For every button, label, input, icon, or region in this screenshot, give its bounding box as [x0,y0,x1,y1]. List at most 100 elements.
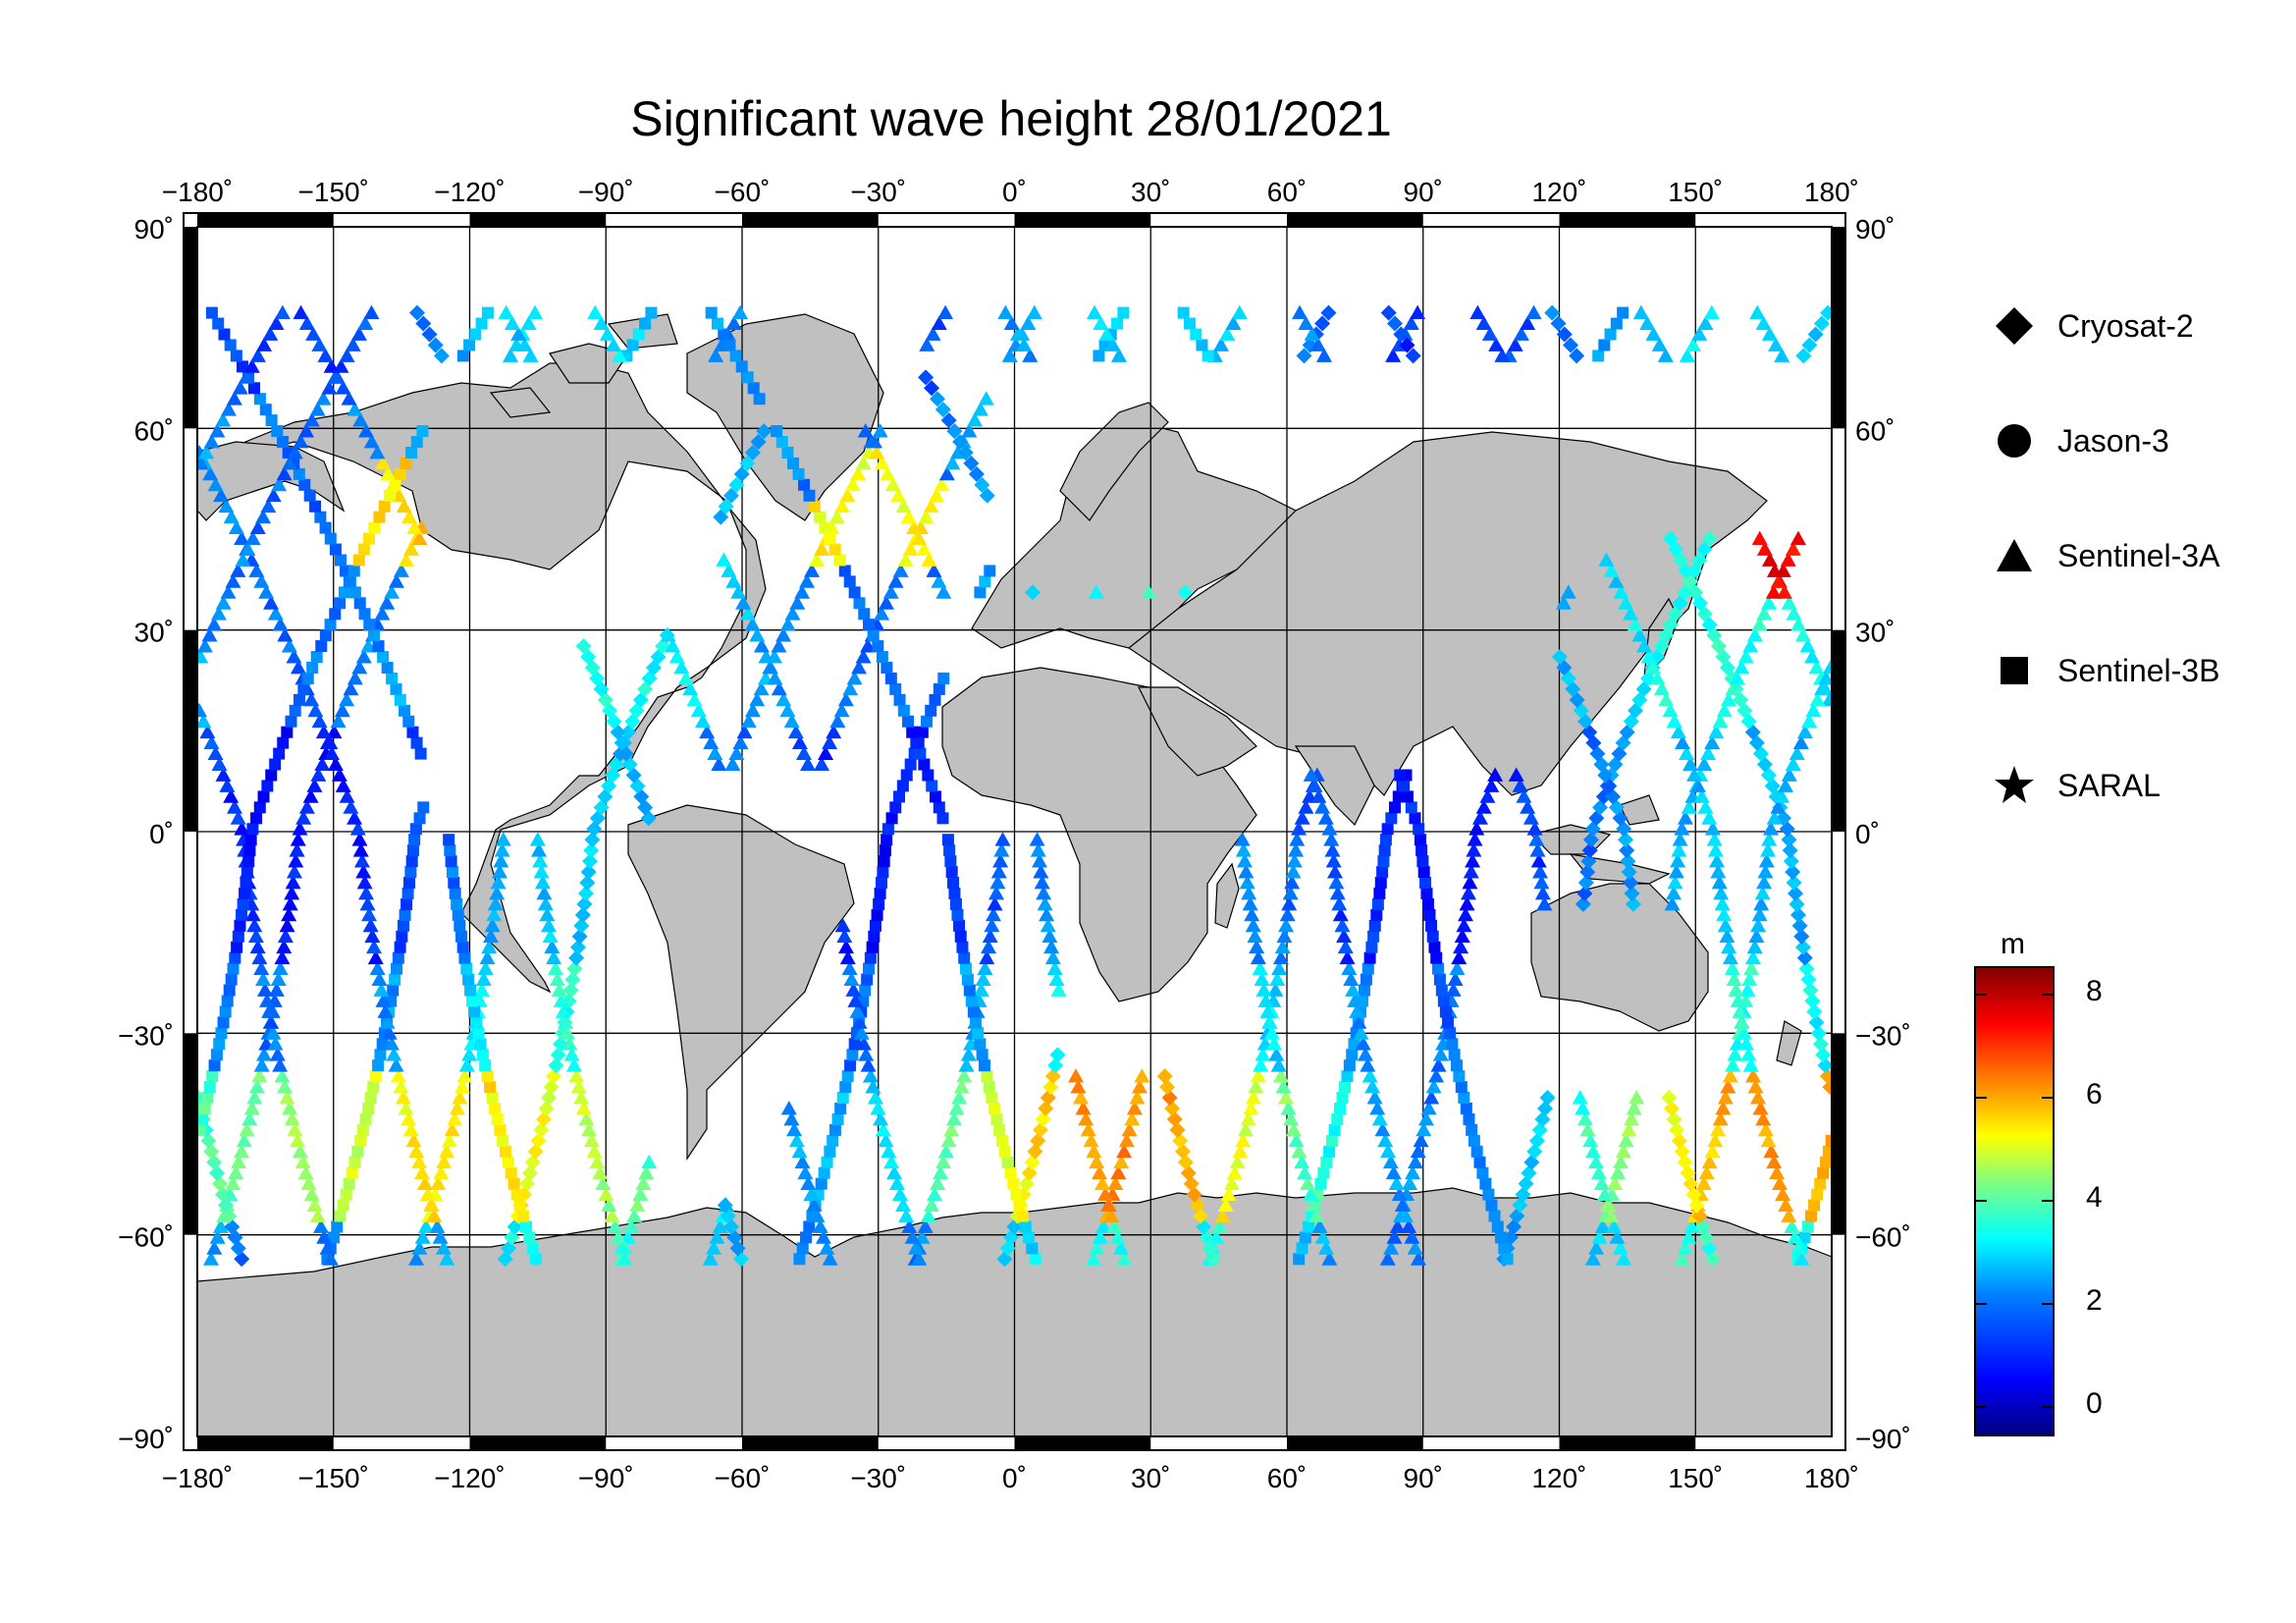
data-point [1473,1156,1486,1168]
data-point [771,425,783,438]
data-point [1602,1208,1619,1222]
data-point [645,306,658,319]
data-point [396,930,408,943]
data-point [1806,1003,1823,1020]
data-point [1445,982,1462,997]
data-point [987,895,1003,911]
data-point [281,726,294,738]
data-point [538,1100,555,1116]
data-point [1377,855,1390,868]
data-point [735,595,752,610]
data-point [1362,962,1374,975]
data-point [967,412,984,427]
data-point [1808,1014,1825,1031]
data-point [367,949,384,965]
data-point [400,897,413,910]
data-point [1579,864,1596,881]
data-point [1284,875,1301,890]
data-point [708,348,724,362]
data-point [1373,887,1386,899]
data-point [1761,832,1778,846]
data-point [926,780,938,792]
data-point [893,790,906,803]
data-point [1494,348,1511,362]
data-point [1539,1090,1556,1107]
data-point [586,1143,603,1159]
data-point [1001,1156,1014,1168]
data-point [945,866,958,879]
data-point [316,1229,333,1244]
data-point [1009,326,1026,341]
data-point [315,724,332,739]
data-point [855,649,872,664]
data-point [349,821,366,836]
data-point [809,1208,826,1222]
data-point [933,1164,949,1180]
data-point [1581,842,1598,859]
data-point [1701,1154,1718,1169]
data-point [1737,649,1754,664]
data-point [510,1188,523,1201]
data-point [1421,897,1434,910]
data-point [583,842,600,859]
y-tick-label: 0˚ [149,819,174,849]
data-point [1407,1154,1423,1169]
data-point [632,328,645,341]
data-point [800,1175,817,1191]
data-point [1366,1090,1383,1105]
data-point [286,864,302,879]
data-point [977,960,993,976]
data-point [1374,1121,1391,1137]
data-point [1389,801,1402,814]
data-point [1103,1208,1120,1222]
data-point [290,832,306,846]
data-point [1308,1208,1325,1222]
data-point [895,498,912,514]
data-point [806,1197,823,1212]
data-point [641,1154,658,1169]
data-point [1804,649,1821,664]
data-point [930,1175,946,1191]
data-point [1669,1121,1685,1138]
data-point [490,875,507,890]
data-point [573,917,590,934]
data-point [1211,1218,1228,1233]
data-point [979,949,995,965]
data-point [479,1059,492,1072]
data-point [753,393,766,406]
data-point [786,1121,803,1137]
data-point [1756,606,1773,621]
data-point [1042,1079,1059,1096]
data-point [1789,530,1806,545]
data-point [1454,928,1470,944]
data-point [834,917,851,933]
data-point [799,573,816,588]
data-point [990,1112,1003,1125]
x-tick-label: 150˚ [1668,177,1723,207]
data-point [794,584,811,599]
data-point [1682,756,1699,771]
data-point [1785,541,1801,556]
data-point [1512,778,1528,792]
data-point [1691,552,1708,568]
data-point [1808,1199,1821,1212]
data-point [1459,895,1475,911]
data-point [287,444,303,460]
data-point [1247,928,1263,944]
data-point [310,767,327,782]
data-point [733,465,750,482]
data-point [463,339,476,352]
data-point [918,369,934,386]
data-point [315,391,332,406]
data-point [1026,1242,1039,1255]
data-point [978,1059,990,1072]
data-point [904,1229,921,1244]
data-point [934,476,950,492]
data-point [376,1038,389,1051]
data-point [380,465,397,481]
data-point [1758,853,1775,868]
data-point [589,1154,606,1169]
data-point [446,866,458,879]
data-point [303,489,316,502]
data-point [1792,734,1809,750]
